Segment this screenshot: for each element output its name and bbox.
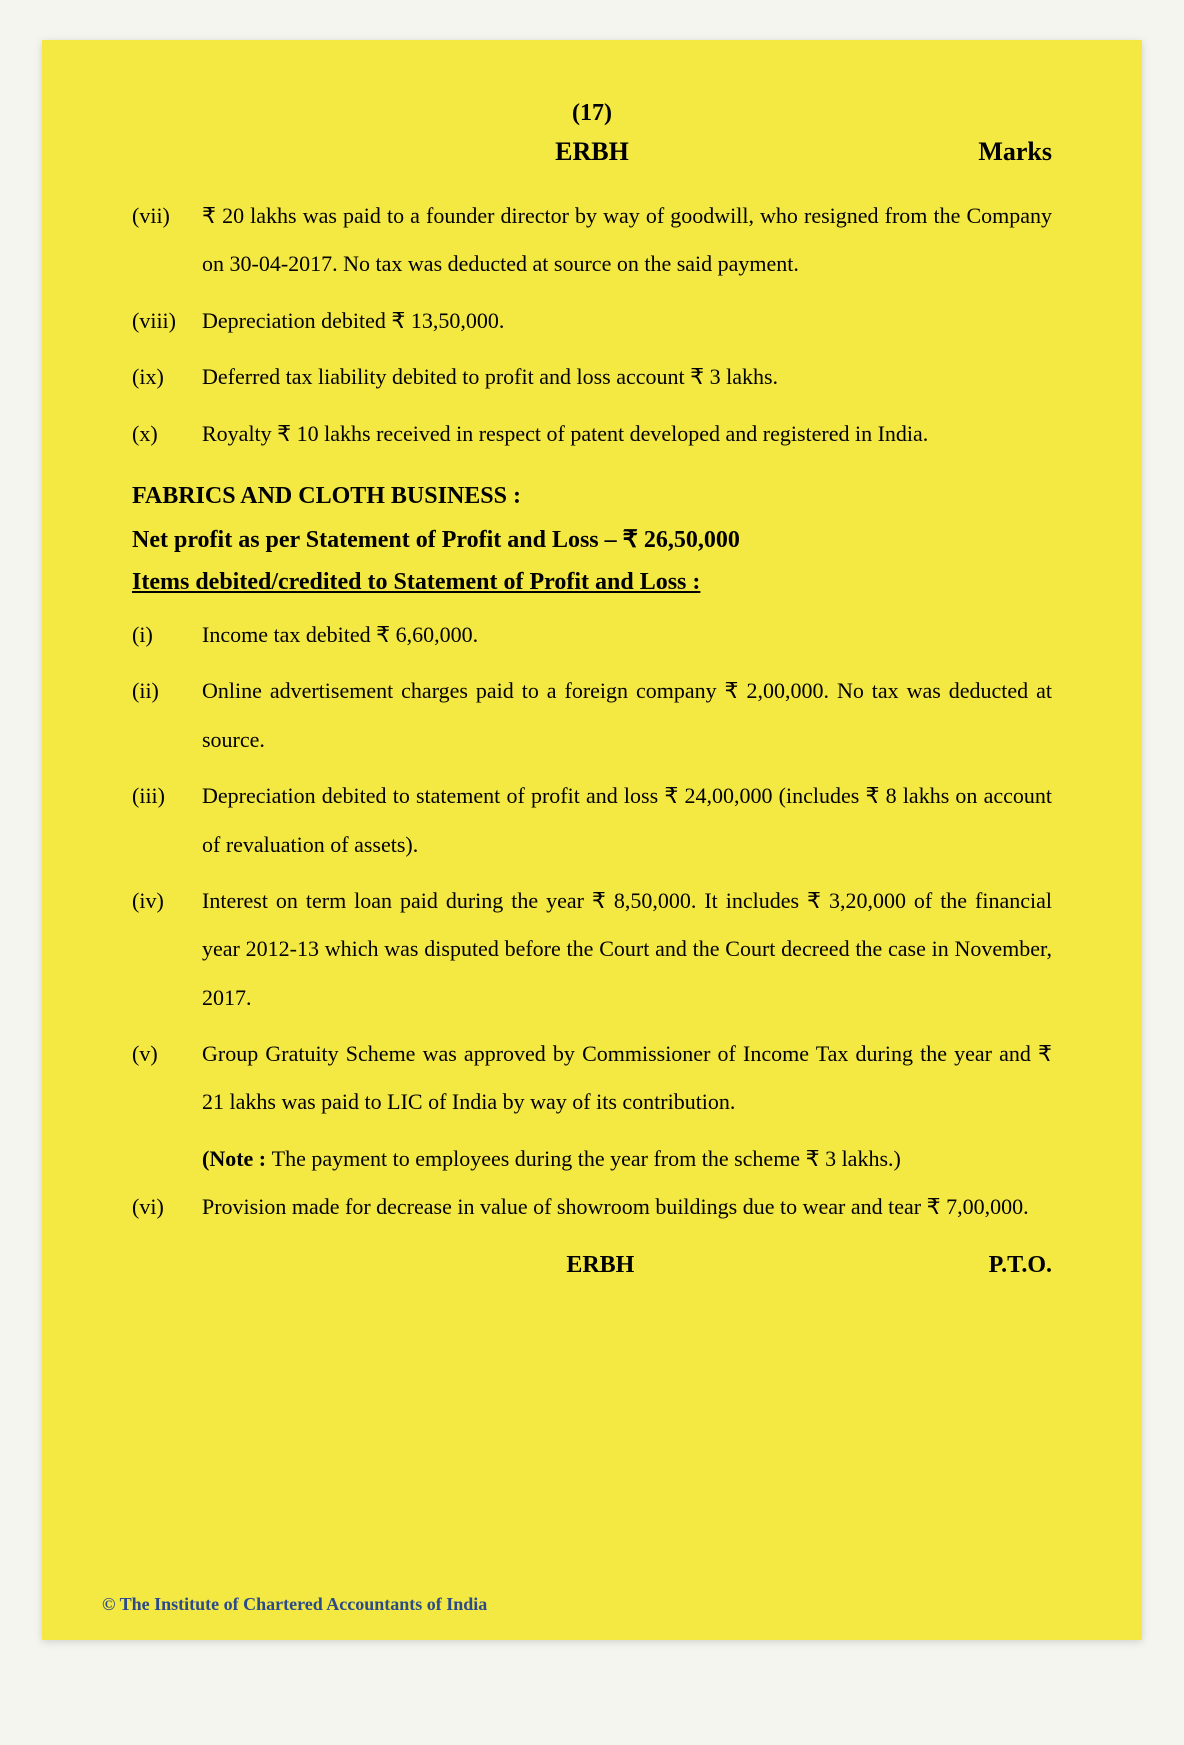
list-item: (iv)Interest on term loan paid during th… xyxy=(132,877,1052,1022)
item-text: Depreciation debited to statement of pro… xyxy=(202,772,1052,869)
item-marker: (iv) xyxy=(132,877,202,1022)
item-marker: (vi) xyxy=(132,1183,202,1231)
item-marker: (x) xyxy=(132,410,202,458)
items-bottom-list: (i)Income tax debited ₹ 6,60,000.(ii)Onl… xyxy=(132,611,1052,1127)
item-text: Provision made for decrease in value of … xyxy=(202,1183,1052,1231)
item-text: ₹ 20 lakhs was paid to a founder directo… xyxy=(202,192,1052,289)
item-text: Income tax debited ₹ 6,60,000. xyxy=(202,611,1052,659)
page-number: (17) xyxy=(132,100,1052,127)
item-marker: (v) xyxy=(132,1030,202,1127)
list-item: (vi)Provision made for decrease in value… xyxy=(132,1183,1052,1231)
item-marker: (ii) xyxy=(132,667,202,764)
item-text: Deferred tax liability debited to profit… xyxy=(202,353,1052,401)
item-text: Depreciation debited ₹ 13,50,000. xyxy=(202,297,1052,345)
note-text: (Note : The payment to employees during … xyxy=(202,1135,1052,1183)
items-top-list: (vii)₹ 20 lakhs was paid to a founder di… xyxy=(132,192,1052,458)
item-marker: (viii) xyxy=(132,297,202,345)
item-marker: (i) xyxy=(132,611,202,659)
item-text: Group Gratuity Scheme was approved by Co… xyxy=(202,1030,1052,1127)
header-code: ERBH xyxy=(132,137,1052,167)
list-item: (v)Group Gratuity Scheme was approved by… xyxy=(132,1030,1052,1127)
list-item: (i)Income tax debited ₹ 6,60,000. xyxy=(132,611,1052,659)
item-text: Royalty ₹ 10 lakhs received in respect o… xyxy=(202,410,1052,458)
header-row: ERBH Marks xyxy=(132,137,1052,167)
list-item: (iii)Depreciation debited to statement o… xyxy=(132,772,1052,869)
document-page: (17) ERBH Marks (vii)₹ 20 lakhs was paid… xyxy=(42,40,1142,1640)
list-item: (ii)Online advertisement charges paid to… xyxy=(132,667,1052,764)
list-item: (ix)Deferred tax liability debited to pr… xyxy=(132,353,1052,401)
item-marker: (iii) xyxy=(132,772,202,869)
section-heading: FABRICS AND CLOTH BUSINESS : xyxy=(132,483,1052,510)
list-item: (x)Royalty ₹ 10 lakhs received in respec… xyxy=(132,410,1052,458)
item-text: Online advertisement charges paid to a f… xyxy=(202,667,1052,764)
net-profit-line: Net profit as per Statement of Profit an… xyxy=(132,525,1052,554)
pto-label: P.T.O. xyxy=(989,1252,1052,1279)
footer-row: ERBH P.T.O. xyxy=(132,1252,1052,1279)
marks-label: Marks xyxy=(978,137,1052,167)
note-body: The payment to employees during the year… xyxy=(272,1146,901,1171)
note-prefix: (Note : xyxy=(202,1146,272,1171)
footer-code: ERBH xyxy=(212,1252,989,1279)
list-item: (viii)Depreciation debited ₹ 13,50,000. xyxy=(132,297,1052,345)
items-debited-heading: Items debited/credited to Statement of P… xyxy=(132,569,1052,596)
item-text: Interest on term loan paid during the ye… xyxy=(202,877,1052,1022)
item-marker: (vii) xyxy=(132,192,202,289)
list-item: (vii)₹ 20 lakhs was paid to a founder di… xyxy=(132,192,1052,289)
items-after-note-list: (vi)Provision made for decrease in value… xyxy=(132,1183,1052,1231)
item-marker: (ix) xyxy=(132,353,202,401)
copyright-text: © The Institute of Chartered Accountants… xyxy=(102,1594,487,1615)
